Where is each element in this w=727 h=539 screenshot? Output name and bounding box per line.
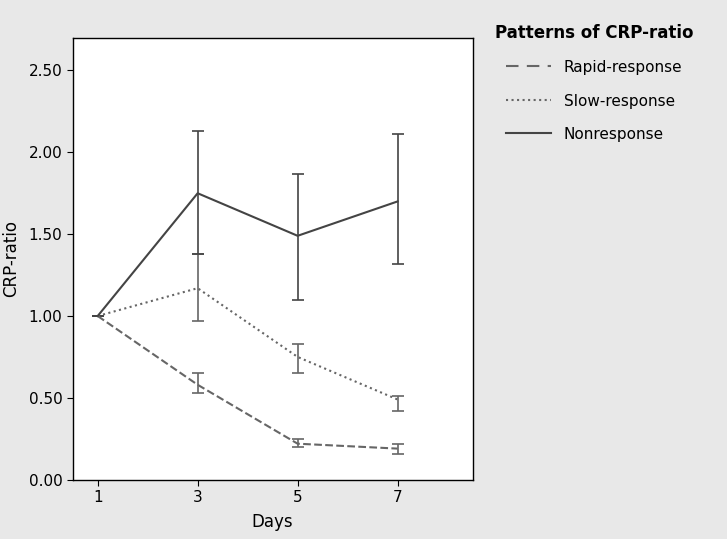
Nonresponse — [93, 313, 102, 319]
Rapid-response — [93, 313, 102, 319]
Nonresponse — [393, 198, 402, 205]
Nonresponse — [293, 232, 302, 239]
Line: Rapid-response: Rapid-response — [97, 316, 398, 448]
Legend: Rapid-response, Slow-response, Nonresponse: Rapid-response, Slow-response, Nonrespon… — [487, 16, 701, 150]
Slow-response — [293, 354, 302, 360]
Line: Nonresponse: Nonresponse — [97, 194, 398, 316]
Slow-response — [193, 285, 202, 292]
Rapid-response — [393, 445, 402, 452]
Y-axis label: CRP-ratio: CRP-ratio — [2, 220, 20, 297]
Slow-response — [393, 396, 402, 403]
Line: Slow-response: Slow-response — [97, 288, 398, 399]
Rapid-response — [193, 382, 202, 388]
Slow-response — [93, 313, 102, 319]
X-axis label: Days: Days — [252, 514, 294, 531]
Nonresponse — [193, 190, 202, 197]
Rapid-response — [293, 440, 302, 447]
